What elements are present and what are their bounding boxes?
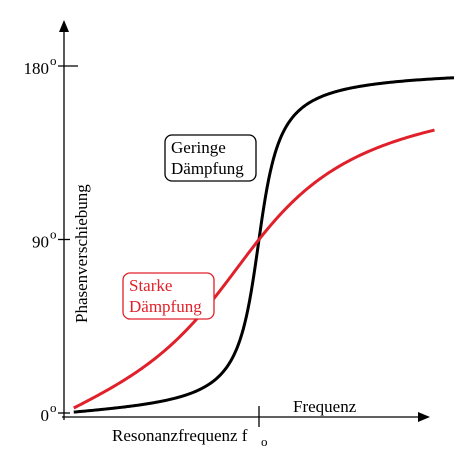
resonance-label: Resonanzfrequenz f bbox=[112, 426, 248, 445]
y-tick-sup-2: o bbox=[50, 53, 57, 68]
y-tick-sup-0: o bbox=[50, 400, 57, 415]
legend-box-geringe bbox=[164, 134, 257, 182]
legend-geringe-daempfung: Geringe Dämpfung bbox=[164, 134, 257, 182]
legend-box-starke bbox=[122, 272, 215, 320]
legend-text-geringe-line2: Dämpfung bbox=[171, 159, 244, 178]
legend-text-starke-line1: Starke bbox=[129, 276, 172, 295]
legend-text-geringe-line1: Geringe bbox=[171, 138, 226, 157]
y-tick-label-2: 180 bbox=[24, 59, 50, 78]
y-tick-label-0: 0 bbox=[41, 406, 50, 425]
x-axis-label: Frequenz bbox=[293, 397, 357, 416]
y-axis-label: Phasenverschiebung bbox=[72, 184, 91, 323]
curve-starke-daempfung bbox=[73, 128, 435, 410]
legend-starke-daempfung: Starke Dämpfung bbox=[122, 272, 215, 320]
y-tick-sup-1: o bbox=[50, 227, 57, 242]
resonance-subscript: o bbox=[261, 434, 268, 449]
legend-text-starke-line2: Dämpfung bbox=[129, 297, 202, 316]
curve-geringe-daempfung bbox=[73, 76, 455, 414]
y-tick-label-1: 90 bbox=[32, 233, 49, 252]
